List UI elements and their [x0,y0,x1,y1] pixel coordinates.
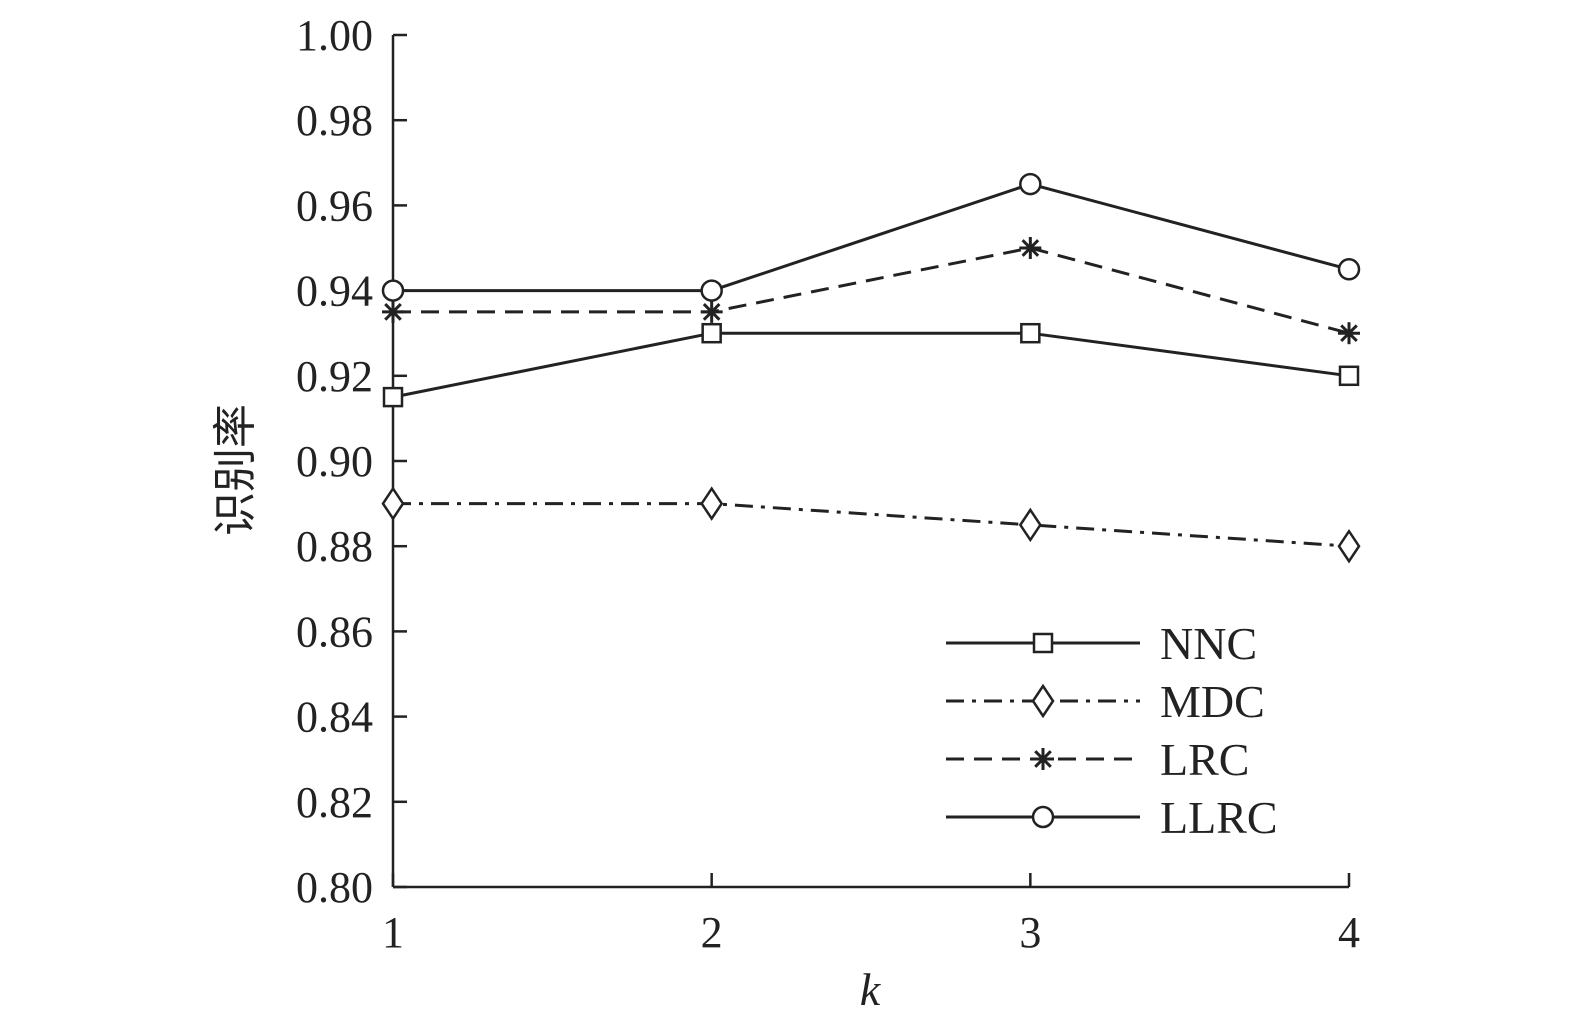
data-point-lrc [1338,322,1360,345]
legend-label: NNC [1160,618,1257,669]
legend-item-llrc: LLRC [946,792,1278,843]
x-tick-label: 1 [382,908,404,957]
series-lrc [382,237,1360,345]
data-point-nnc [1020,322,1041,344]
legend-label: MDC [1160,676,1265,727]
y-tick-label: 0.98 [296,96,373,145]
asterisk-stroke [1340,324,1358,343]
asterisk-stroke [1034,750,1052,768]
legend-marker [1031,805,1055,829]
data-point-mdc [700,486,724,521]
legend-marker [1032,632,1054,654]
series-llrc [381,172,1361,302]
axes: 0.80 0.82 0.84 0.86 0.88 0.90 0.92 0.94 0.96 0.98… [296,11,1360,957]
asterisk-stroke [1021,239,1040,257]
y-axis-title: 识别率 [210,404,261,536]
legend-item-lrc: LRC [946,734,1249,785]
asterisk-stroke [384,303,402,321]
data-point-mdc [1337,528,1361,564]
data-point-llrc [700,279,723,302]
data-point-mdc [1018,507,1042,543]
series-mdc [381,486,1361,564]
legend-label: LLRC [1160,792,1278,843]
legend-marker [1032,748,1054,770]
data-point-llrc [1019,172,1042,196]
legend-item-nnc: NNC [946,618,1257,669]
series-line-mdc [393,502,1350,548]
y-tick-label: 1.00 [296,11,373,60]
data-point-lrc [1019,237,1042,259]
x-tick-label: 2 [701,908,723,957]
data-point-nnc [1338,365,1360,387]
y-tick-label: 0.84 [296,693,373,742]
series-nnc [382,322,1360,408]
y-tick-label: 0.86 [296,607,373,656]
series-line-nnc [392,331,1350,399]
legend-label: LRC [1160,734,1249,785]
data-point-lrc [382,300,404,323]
y-tick-label: 0.88 [296,522,373,571]
y-tick-label: 0.92 [296,352,373,401]
series-line-lrc [393,246,1350,335]
data-point-nnc [701,322,722,344]
x-tick-label: 3 [1019,908,1041,957]
y-tick-label: 0.82 [296,778,373,827]
data-point-llrc [381,279,405,302]
series-layer [381,172,1361,564]
legend-marker [1031,683,1055,719]
data-point-mdc [381,486,405,521]
legend: NNC MDC LRC LLRC [946,618,1278,843]
x-axis-title: k [860,964,882,1015]
series-line-llrc [393,182,1350,293]
data-point-nnc [382,386,404,408]
data-point-lrc [700,300,723,323]
x-tick-label: 4 [1338,908,1360,957]
y-tick-label: 0.80 [296,863,373,912]
y-tick-label: 0.96 [296,181,373,230]
legend-item-mdc: MDC [946,676,1265,727]
y-tick-label: 0.90 [296,437,373,486]
asterisk-stroke [702,303,721,321]
data-point-llrc [1337,258,1361,281]
y-tick-label: 0.94 [296,267,373,316]
